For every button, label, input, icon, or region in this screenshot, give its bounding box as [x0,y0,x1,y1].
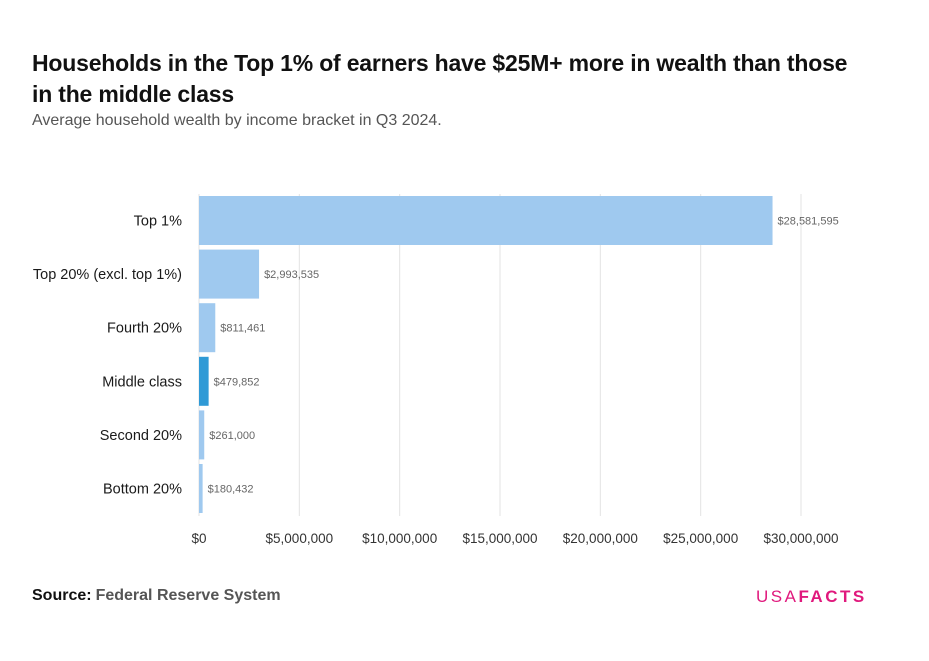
chart-subtitle: Average household wealth by income brack… [32,112,442,129]
source-note: Source: Federal Reserve System [32,587,281,605]
x-tick-label: $10,000,000 [362,531,437,546]
source-label: Source: [32,587,92,604]
logo-facts-text: FACTS [798,587,867,606]
x-tick-label: $5,000,000 [266,531,334,546]
category-label: Top 20% (excl. top 1%) [33,267,182,283]
x-tick-label: $20,000,000 [563,531,638,546]
value-label: $811,461 [220,323,265,335]
x-tick-label: $15,000,000 [462,531,537,546]
bar [199,356,209,406]
x-tick-label: $30,000,000 [763,531,838,546]
category-labels: Top 1% Top 20% (excl. top 1%) Fourth 20% Mi… [33,214,182,498]
value-label: $479,852 [214,376,260,388]
category-label: Middle class [102,374,182,390]
usafacts-logo: USAFACTS [756,587,867,607]
value-labels: $28,581,595 $2,993,535 $811,461 $479,852 $26… [208,216,839,496]
value-label: $28,581,595 [778,216,839,228]
bar [199,410,205,460]
bar [199,196,773,245]
bar [199,303,216,353]
x-tick-label: $0 [191,531,206,546]
category-label: Top 1% [134,214,182,230]
chart-title: Households in the Top 1% of earners have… [32,50,848,107]
source-value: Federal Reserve System [95,587,281,604]
value-label: $261,000 [209,430,255,442]
x-axis-ticks: $0 $5,000,000 $10,000,000 $15,000,000 $20,00… [191,531,838,546]
category-label: Bottom 20% [103,482,182,498]
x-tick-label: $25,000,000 [663,531,738,546]
category-label: Second 20% [100,428,182,444]
value-label: $180,432 [208,484,254,496]
bar [199,249,260,299]
logo-usa-text: USA [756,587,799,606]
grid-lines [198,194,802,516]
bar [199,464,203,513]
value-label: $2,993,535 [264,269,319,281]
category-label: Fourth 20% [107,321,182,337]
bars [199,196,773,513]
